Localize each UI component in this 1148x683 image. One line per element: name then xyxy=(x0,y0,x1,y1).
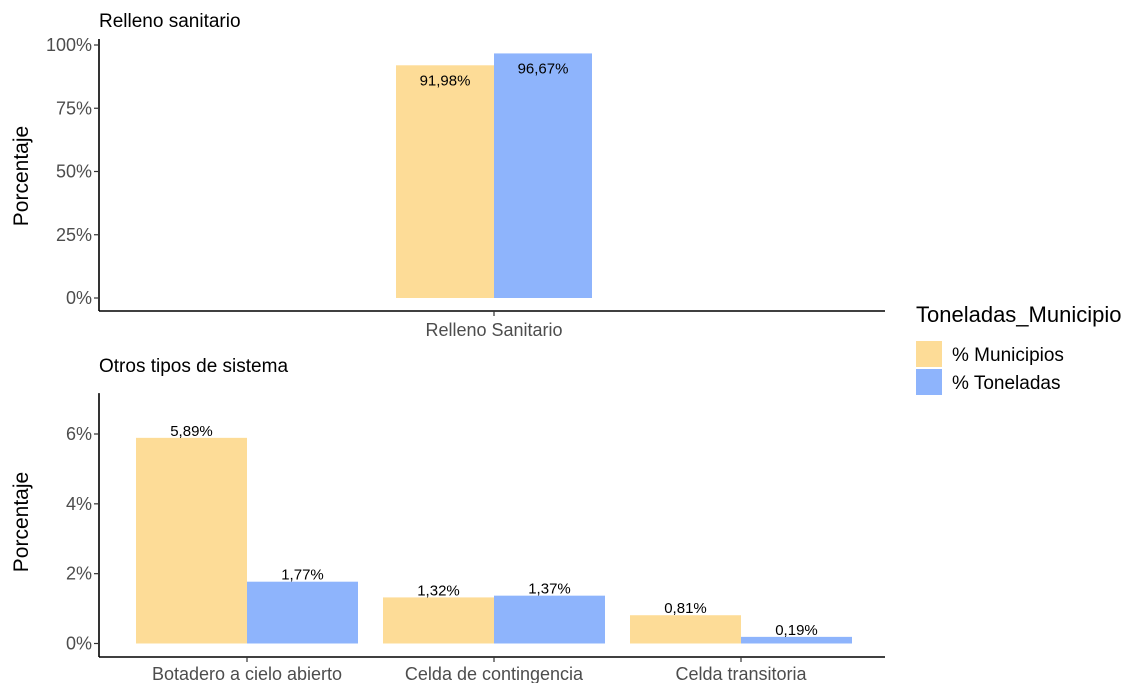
data-label-municipios: 0,81% xyxy=(664,600,707,617)
bar-toneladas xyxy=(494,595,605,644)
data-label-toneladas: 96,67% xyxy=(518,60,569,77)
y-tick-label: 4% xyxy=(66,494,92,514)
y-tick-label: 0% xyxy=(66,288,92,308)
bar-municipios xyxy=(136,437,247,644)
y-tick-label: 6% xyxy=(66,424,92,444)
panel-title: Relleno sanitario xyxy=(99,11,241,32)
y-tick-label: 50% xyxy=(56,162,92,182)
x-tick-label: Botadero a cielo abierto xyxy=(152,664,342,683)
legend: Toneladas_Municipio % Municipios % Tonel… xyxy=(916,302,1121,395)
x-tick-label: Relleno Sanitario xyxy=(425,320,562,340)
bar-toneladas xyxy=(741,636,852,644)
panel-otros-tipos: Otros tipos de sistema Porcentaje 0% 2% 4%… xyxy=(10,356,885,683)
legend-swatch-toneladas xyxy=(916,369,942,395)
bar-municipios xyxy=(396,65,494,298)
bar-toneladas xyxy=(494,53,592,299)
data-label-toneladas: 1,77% xyxy=(281,567,324,584)
legend-title: Toneladas_Municipio xyxy=(916,302,1121,327)
bar-toneladas xyxy=(247,581,358,644)
x-tick-label: Celda transitoria xyxy=(675,664,807,683)
y-tick-label: 0% xyxy=(66,634,92,654)
data-label-municipios: 91,98% xyxy=(420,72,471,89)
y-tick-label: 2% xyxy=(66,564,92,584)
data-label-municipios: 5,89% xyxy=(170,423,213,440)
panel-title: Otros tipos de sistema xyxy=(99,356,288,377)
legend-label-municipios: % Municipios xyxy=(952,345,1064,366)
y-tick-label: 25% xyxy=(56,225,92,245)
x-tick-label: Celda de contingencia xyxy=(405,664,584,683)
data-label-toneladas: 1,37% xyxy=(528,581,571,598)
panel-relleno-sanitario: Relleno sanitario Porcentaje 0% 25% 50% 75%… xyxy=(10,11,885,340)
y-axis-title: Porcentaje xyxy=(10,472,33,572)
y-axis-title: Porcentaje xyxy=(10,126,33,226)
legend-label-toneladas: % Toneladas xyxy=(952,373,1060,394)
bar-municipios xyxy=(630,615,741,644)
y-tick-label: 75% xyxy=(56,98,92,118)
data-label-toneladas: 0,19% xyxy=(775,622,818,639)
y-tick-label: 100% xyxy=(46,35,92,55)
legend-swatch-municipios xyxy=(916,341,942,367)
bar-municipios xyxy=(383,597,494,644)
data-label-municipios: 1,32% xyxy=(417,582,460,599)
